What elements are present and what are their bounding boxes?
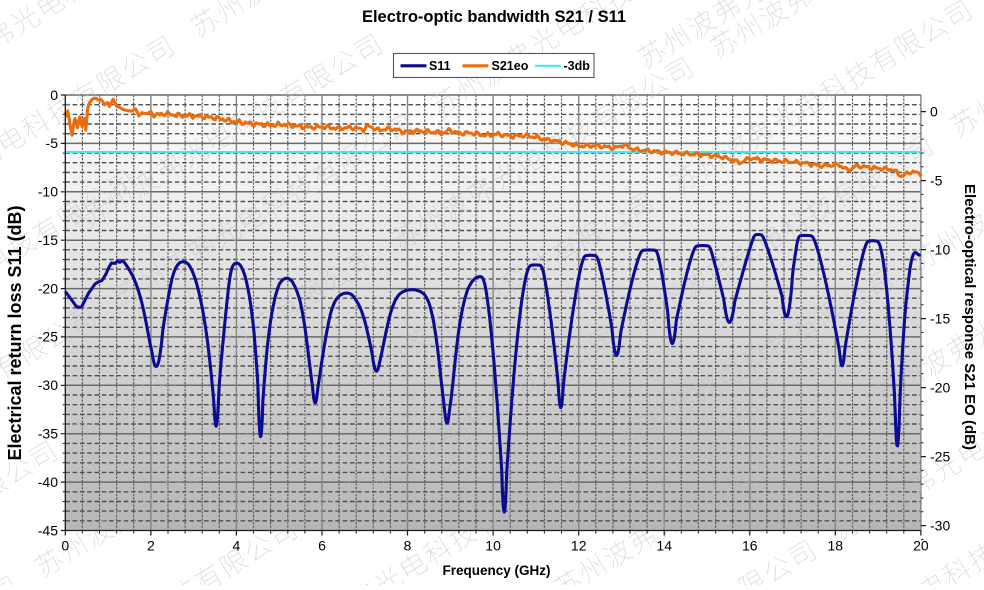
svg-text:-30: -30 bbox=[38, 377, 58, 393]
svg-text:8: 8 bbox=[404, 538, 412, 554]
svg-text:-5: -5 bbox=[930, 172, 943, 188]
svg-text:10: 10 bbox=[485, 538, 501, 554]
svg-text:-20: -20 bbox=[38, 280, 58, 296]
svg-text:-35: -35 bbox=[38, 426, 58, 442]
svg-text:18: 18 bbox=[828, 538, 844, 554]
svg-text:20: 20 bbox=[913, 538, 929, 554]
svg-text:-10: -10 bbox=[930, 241, 950, 257]
svg-text:-25: -25 bbox=[38, 329, 58, 345]
svg-text:2: 2 bbox=[147, 538, 155, 554]
svg-text:-20: -20 bbox=[930, 379, 950, 395]
svg-text:-3db: -3db bbox=[564, 59, 591, 73]
svg-text:6: 6 bbox=[318, 538, 326, 554]
svg-text:16: 16 bbox=[742, 538, 758, 554]
svg-text:14: 14 bbox=[656, 538, 672, 554]
svg-text:Electrical return loss S11 (dB: Electrical return loss S11 (dB) bbox=[5, 205, 25, 460]
svg-text:-15: -15 bbox=[38, 232, 58, 248]
svg-text:-45: -45 bbox=[38, 522, 58, 538]
svg-text:Frequency (GHz): Frequency (GHz) bbox=[442, 563, 550, 578]
svg-text:12: 12 bbox=[571, 538, 587, 554]
svg-text:-25: -25 bbox=[930, 448, 950, 464]
svg-text:-15: -15 bbox=[930, 310, 950, 326]
svg-text:Electro-optical response S21 E: Electro-optical response S21 EO (dB) bbox=[961, 184, 978, 450]
svg-text:0: 0 bbox=[61, 538, 69, 554]
svg-text:-10: -10 bbox=[38, 184, 58, 200]
svg-text:-40: -40 bbox=[38, 474, 58, 490]
svg-text:4: 4 bbox=[233, 538, 241, 554]
svg-text:-30: -30 bbox=[930, 517, 950, 533]
svg-text:-5: -5 bbox=[46, 135, 59, 151]
svg-text:Electro-optic bandwidth S21 /: Electro-optic bandwidth S21 / S11 bbox=[362, 8, 626, 26]
svg-text:0: 0 bbox=[930, 103, 938, 119]
svg-text:0: 0 bbox=[50, 87, 58, 103]
svg-text:S21eo: S21eo bbox=[492, 59, 529, 73]
svg-text:S11: S11 bbox=[429, 59, 451, 73]
